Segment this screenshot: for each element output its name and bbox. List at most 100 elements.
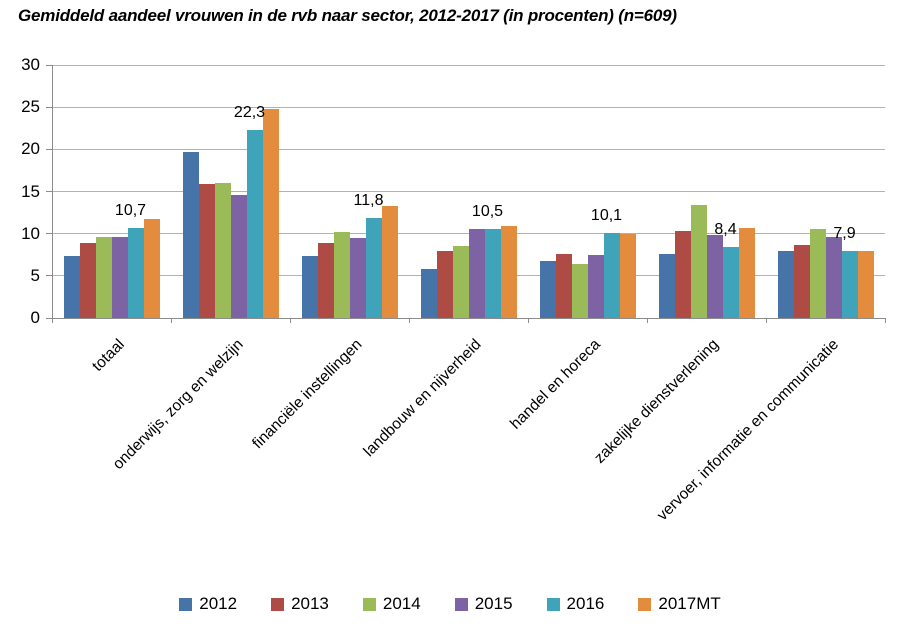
x-axis-tick xyxy=(766,318,767,323)
bar-2016 xyxy=(365,218,382,318)
y-axis-tick xyxy=(46,64,52,66)
x-axis-tick xyxy=(528,318,529,323)
x-axis-tick xyxy=(409,318,410,323)
bar-2015 xyxy=(230,194,247,318)
bar-2016 xyxy=(246,129,263,318)
bar-2012 xyxy=(777,250,794,318)
data-label: 7,9 xyxy=(833,225,856,243)
gridline xyxy=(52,106,885,108)
y-axis-line xyxy=(52,65,53,323)
gridline xyxy=(52,148,885,150)
legend-item-2017MT: 2017MT xyxy=(638,594,721,614)
legend-item-2016: 2016 xyxy=(546,594,604,614)
x-axis-tick xyxy=(647,318,648,323)
legend-item-2014: 2014 xyxy=(362,594,421,614)
y-axis-tick xyxy=(46,191,52,192)
bar-2016 xyxy=(127,227,144,318)
x-axis-category-label: landbouw en nijverheid xyxy=(360,336,485,461)
bar-2017MT xyxy=(381,205,398,318)
gridline xyxy=(52,191,885,192)
bar-2015 xyxy=(825,237,842,318)
bar-2012 xyxy=(420,269,437,318)
x-axis-tick xyxy=(171,318,172,323)
bar-2012 xyxy=(658,253,675,318)
y-axis-tick-label: 15 xyxy=(21,181,40,201)
bar-2017MT xyxy=(857,251,874,318)
bar-2013 xyxy=(79,242,96,318)
data-label: 10,7 xyxy=(114,201,147,219)
legend-swatch-icon xyxy=(271,597,285,611)
bar-2016 xyxy=(722,247,739,318)
bar-2013 xyxy=(436,251,453,318)
data-label: 10,5 xyxy=(471,203,504,221)
legend-swatch-icon xyxy=(638,597,652,611)
legend-item-2012: 2012 xyxy=(179,594,237,614)
legend-label: 2012 xyxy=(199,594,238,613)
bar-2015 xyxy=(349,237,366,318)
bar-2015 xyxy=(706,235,723,318)
chart-title: Gemiddeld aandeel vrouwen in de rvb naar… xyxy=(18,6,677,25)
y-axis-tick xyxy=(46,106,52,108)
y-axis-tick-label: 20 xyxy=(21,139,40,159)
y-axis-tick-label: 0 xyxy=(30,308,40,327)
bar-2017MT xyxy=(143,219,160,318)
x-axis-tick xyxy=(290,318,291,323)
bar-2016 xyxy=(603,232,620,318)
bar-2014 xyxy=(452,246,469,318)
gridline xyxy=(52,64,885,66)
bar-2017MT xyxy=(500,226,517,318)
x-axis-category-label: onderwijs, zorg en welzijn xyxy=(109,336,247,473)
bar-2013 xyxy=(555,253,572,318)
bar-2016 xyxy=(841,251,858,318)
legend-item-2015: 2015 xyxy=(454,594,513,614)
data-label: 22,3 xyxy=(233,103,266,121)
legend-swatch-icon xyxy=(454,597,468,611)
x-axis-category-label: totaal xyxy=(88,336,128,375)
bar-2015 xyxy=(468,228,485,318)
bar-2017MT xyxy=(738,227,755,318)
y-axis-tick-label: 10 xyxy=(21,223,40,243)
y-axis-tick xyxy=(46,148,52,150)
bar-2013 xyxy=(198,183,215,318)
y-axis-tick xyxy=(46,233,52,235)
data-label: 11,8 xyxy=(353,192,384,210)
bar-2014 xyxy=(333,231,350,318)
y-axis-tick-label: 25 xyxy=(21,97,40,117)
x-axis-category-label: zakelijke dienstverlening xyxy=(591,336,723,467)
bar-2014 xyxy=(690,204,707,318)
bar-2012 xyxy=(539,260,556,318)
bar-2012 xyxy=(63,255,80,318)
y-axis-tick-label: 30 xyxy=(21,55,40,74)
bar-2014 xyxy=(95,237,112,318)
bar-2015 xyxy=(587,254,604,318)
bar-2016 xyxy=(484,229,501,318)
x-axis-tick xyxy=(885,318,886,323)
bar-2012 xyxy=(301,256,318,318)
bar-2017MT xyxy=(619,233,636,318)
bar-2013 xyxy=(317,242,334,318)
data-label: 10,1 xyxy=(590,206,623,224)
bar-2013 xyxy=(674,231,691,318)
x-axis-category-label: financiële instellingen xyxy=(249,336,366,453)
bar-2014 xyxy=(214,183,231,318)
legend-label: 2017MT xyxy=(658,594,721,613)
bar-2013 xyxy=(793,245,810,318)
bar-2012 xyxy=(182,151,199,318)
x-axis-category-label: handel en horeca xyxy=(506,336,604,433)
legend-swatch-icon xyxy=(362,597,376,611)
legend-item-2013: 2013 xyxy=(271,594,329,614)
x-axis-line xyxy=(52,318,886,319)
y-axis-tick xyxy=(46,275,52,277)
x-axis-tick xyxy=(52,318,53,323)
bar-2014 xyxy=(809,229,826,318)
data-label: 8,4 xyxy=(714,221,737,239)
legend-label: 2014 xyxy=(382,594,421,613)
legend: 2012 2013 2014 2015 2016 2017MT xyxy=(0,594,900,614)
legend-swatch-icon xyxy=(546,597,560,611)
legend-swatch-icon xyxy=(179,597,193,611)
bar-2014 xyxy=(571,264,588,318)
bar-2015 xyxy=(111,237,128,318)
legend-label: 2015 xyxy=(474,594,513,613)
y-axis-tick xyxy=(46,317,52,319)
